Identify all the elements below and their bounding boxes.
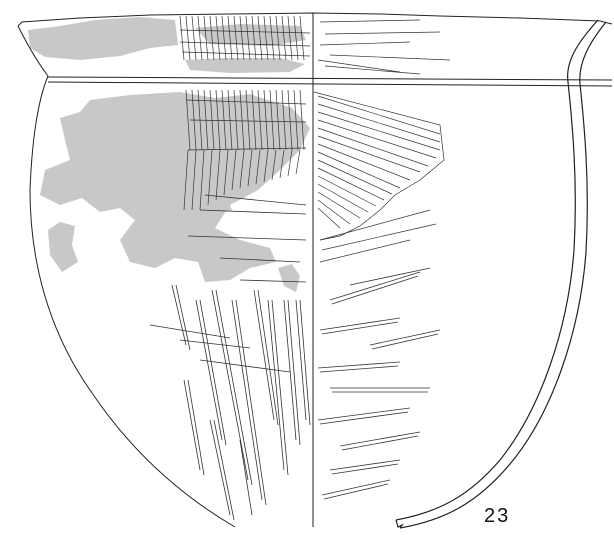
vessel-profile-section — [395, 19, 607, 529]
figure-number: 23 — [484, 505, 511, 527]
hatching-body-right — [313, 91, 445, 263]
scrape-marks-left — [149, 194, 311, 521]
hatching-rim — [179, 15, 451, 75]
residue-patches — [28, 17, 310, 292]
vessel-outline — [17, 12, 613, 528]
hatching-body-left — [183, 89, 307, 211]
scrape-marks-right — [317, 267, 441, 500]
